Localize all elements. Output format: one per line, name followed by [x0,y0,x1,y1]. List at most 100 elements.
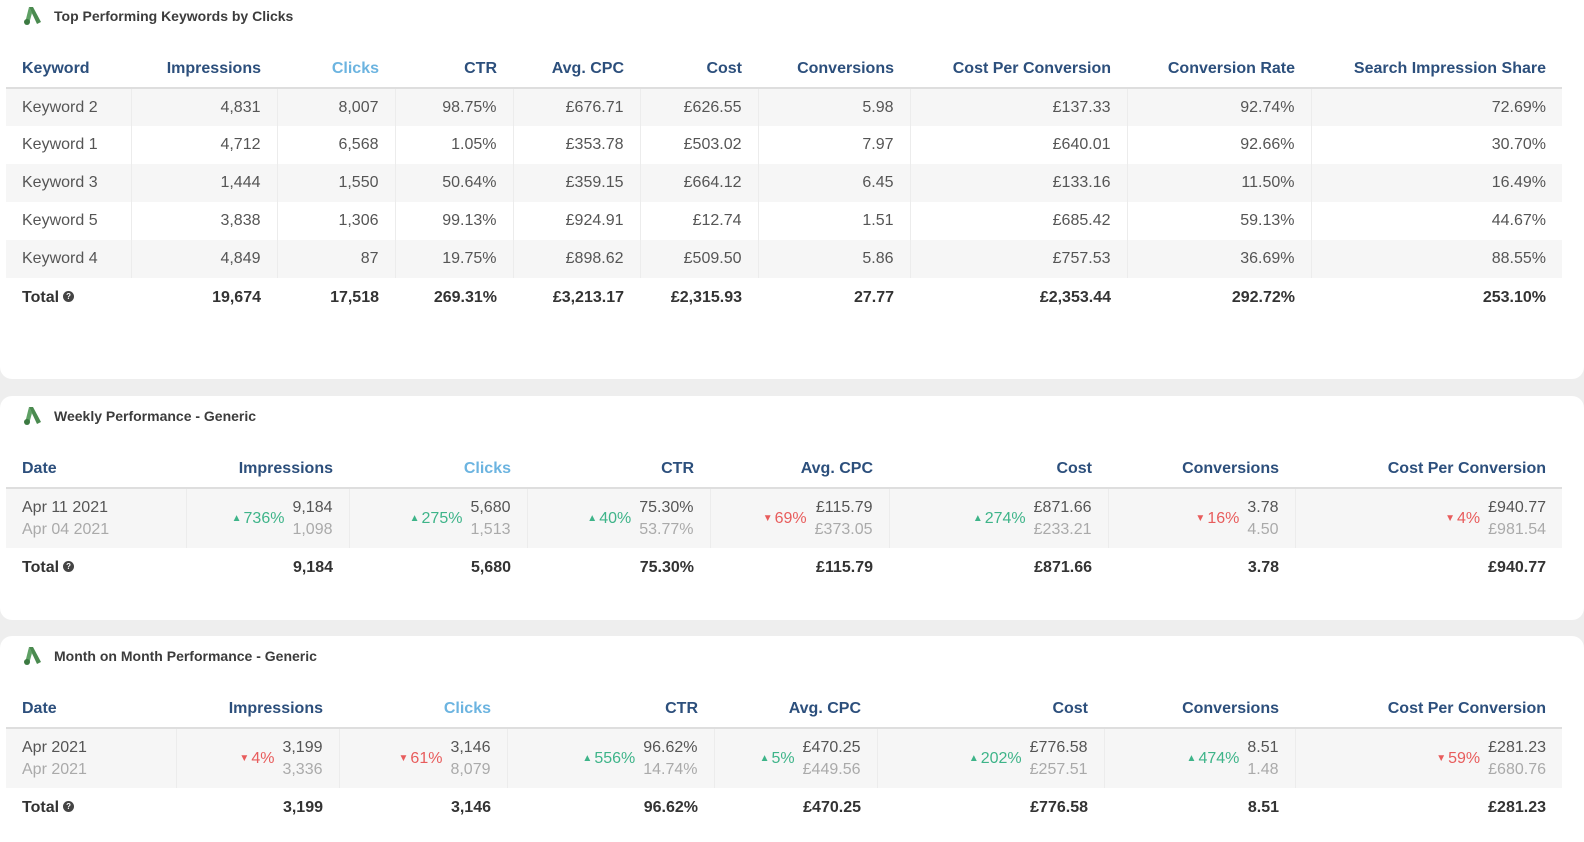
clicks-cell: 1,306 [277,202,396,240]
monthly-table: Date Impressions Clicks CTR Avg. CPC Cos… [6,690,1562,828]
total-avg-cpc: £115.79 [710,548,889,588]
cost-per-conversion-cell: £685.42 [910,202,1128,240]
delta-badge: ▼ 4% [239,750,274,768]
total-ctr: 269.31% [395,278,513,318]
clicks-cell: 1,550 [277,164,396,202]
column-header-conversion-rate[interactable]: Conversion Rate [1127,50,1311,89]
impressions-cell: 1,444 [131,164,278,202]
column-header-clicks[interactable]: Clicks [339,690,507,729]
column-header-cost-per-conversion[interactable]: Cost Per Conversion [1295,690,1562,729]
current-date: Apr 2021 [22,738,87,756]
column-header-conversions[interactable]: Conversions [758,50,910,89]
cost-cell: ▲ 202% £776.58 £257.51 [877,728,1105,788]
column-header-conversions[interactable]: Conversions [1104,690,1295,729]
google-ads-logo-icon [24,647,41,665]
panel-title-text: Month on Month Performance - Generic [54,648,317,664]
ctr-cell: 98.75% [395,88,514,126]
delta-badge: ▼ 4% [1445,510,1480,528]
current-value: £776.58 [1029,738,1088,756]
panel-title-text: Weekly Performance - Generic [54,408,257,424]
arrow-down-icon: ▼ [1445,513,1456,524]
column-header-cost[interactable]: Cost [877,690,1104,729]
ctr-cell: 1.05% [395,126,514,164]
column-header-search-impression-share[interactable]: Search Impression Share [1311,50,1562,89]
column-header-conversions[interactable]: Conversions [1108,450,1295,489]
column-header-cost[interactable]: Cost [640,50,758,89]
ctr-cell: 50.64% [395,164,514,202]
help-icon[interactable]: ? [63,801,75,813]
search-impression-share-cell: 44.67% [1311,202,1562,240]
current-value: 8.51 [1247,738,1279,756]
avg-cpc-cell: £353.78 [513,126,641,164]
arrow-down-icon: ▼ [239,753,250,764]
cost-per-conversion-cell: £757.53 [910,240,1128,278]
keyword-cell: Keyword 3 [6,164,132,202]
delta-badge: ▼ 59% [1436,750,1480,768]
conversions-cell: ▼ 16% 3.78 4.50 [1108,488,1296,548]
column-header-clicks[interactable]: Clicks [349,450,527,489]
column-header-ctr[interactable]: CTR [395,50,513,89]
total-row: Total? 3,199 3,146 96.62% £470.25 £776.5… [6,788,1562,828]
conversion-rate-cell: 59.13% [1127,202,1312,240]
column-header-impressions[interactable]: Impressions [131,50,277,89]
previous-value: 1,513 [470,520,511,538]
column-header-cost[interactable]: Cost [889,450,1108,489]
help-icon[interactable]: ? [63,561,75,573]
cost-per-conversion-cell: £137.33 [910,88,1128,126]
total-conversions: 8.51 [1104,788,1295,828]
total-conversions: 27.77 [758,278,910,318]
total-ctr: 75.30% [527,548,710,588]
arrow-down-icon: ▼ [1195,513,1206,524]
previous-value: £257.51 [1029,760,1088,778]
previous-value: £373.05 [814,520,873,538]
total-search-impression-share: 253.10% [1311,278,1562,318]
current-date: Apr 11 2021 [22,498,108,516]
avg-cpc-cell: £359.15 [513,164,641,202]
column-header-clicks[interactable]: Clicks [277,50,395,89]
conversions-cell: 5.86 [758,240,911,278]
avg-cpc-cell: ▼ 69% £115.79 £373.05 [710,488,890,548]
ctr-cell: 19.75% [395,240,514,278]
column-header-impressions[interactable]: Impressions [186,450,349,489]
total-conversion-rate: 292.72% [1127,278,1311,318]
conversions-cell: ▲ 474% 8.51 1.48 [1104,728,1296,788]
keyword-cell: Keyword 2 [6,88,132,126]
arrow-up-icon: ▲ [759,753,770,764]
date-cell: Apr 11 2021 Apr 04 2021 [6,488,187,548]
delta-value: 69% [774,509,807,527]
column-header-keyword[interactable]: Keyword [6,50,131,89]
help-icon[interactable]: ? [63,291,75,303]
delta-value: 556% [594,749,636,767]
column-header-date[interactable]: Date [6,690,176,729]
total-label-cell: Total? [6,788,176,828]
cost-cell: ▲ 274% £871.66 £233.21 [889,488,1109,548]
total-avg-cpc: £3,213.17 [513,278,640,318]
column-header-ctr[interactable]: CTR [527,450,710,489]
delta-badge: ▲ 556% [582,750,635,768]
column-header-cost-per-conversion[interactable]: Cost Per Conversion [910,50,1127,89]
delta-value: 736% [243,509,285,527]
column-header-date[interactable]: Date [6,450,186,489]
column-header-avg-cpc[interactable]: Avg. CPC [714,690,877,729]
total-impressions: 19,674 [131,278,277,318]
current-value: 5,680 [470,498,511,516]
cost-per-conversion-cell: £133.16 [910,164,1128,202]
total-cost: £871.66 [889,548,1108,588]
total-label: Total [22,559,60,576]
impressions-cell: 4,849 [131,240,278,278]
cost-cell: £664.12 [640,164,759,202]
current-value: £940.77 [1488,498,1546,516]
keyword-cell: Keyword 5 [6,202,132,240]
column-header-avg-cpc[interactable]: Avg. CPC [513,50,640,89]
column-header-ctr[interactable]: CTR [507,690,714,729]
current-value: 3,199 [282,738,323,756]
weekly-panel: Weekly Performance - Generic Date Impres… [0,396,1584,620]
column-header-avg-cpc[interactable]: Avg. CPC [710,450,889,489]
column-header-impressions[interactable]: Impressions [176,690,339,729]
cost-per-conversion-cell: ▼ 59% £281.23 £680.76 [1295,728,1562,788]
impressions-cell: 4,831 [131,88,278,126]
column-header-cost-per-conversion[interactable]: Cost Per Conversion [1295,450,1562,489]
delta-value: 4% [1457,509,1481,527]
total-cost: £776.58 [877,788,1104,828]
conversion-rate-cell: 92.74% [1127,88,1312,126]
